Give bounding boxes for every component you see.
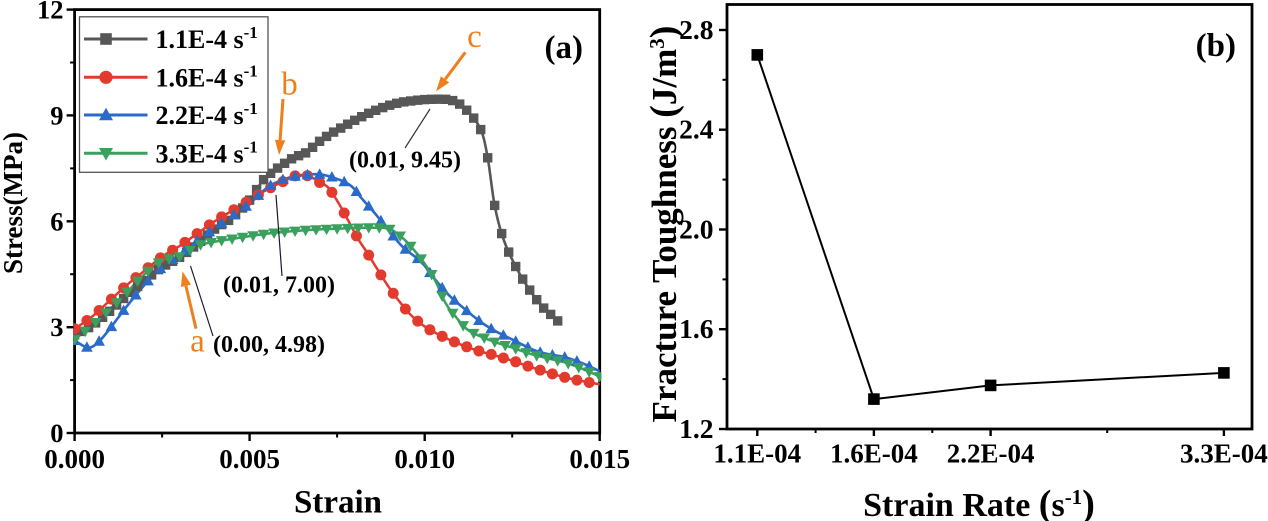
svg-text:Stress(MPa): Stress(MPa) [0, 132, 28, 274]
svg-text:2.2E-4 s-1: 2.2E-4 s-1 [156, 99, 258, 130]
svg-text:1.2: 1.2 [679, 413, 713, 444]
svg-text:c: c [467, 19, 482, 55]
svg-text:1.6E-4 s-1: 1.6E-4 s-1 [156, 61, 258, 92]
svg-text:1.6: 1.6 [679, 313, 713, 344]
svg-text:0.000: 0.000 [44, 444, 105, 474]
svg-text:(0.01, 7.00): (0.01, 7.00) [223, 273, 335, 299]
svg-text:3.3E-4 s-1: 3.3E-4 s-1 [156, 137, 258, 168]
svg-text:Strain: Strain [294, 485, 382, 521]
svg-text:6: 6 [50, 206, 63, 236]
svg-text:0.005: 0.005 [219, 444, 280, 474]
svg-text:a: a [190, 324, 205, 360]
svg-text:12: 12 [37, 0, 64, 25]
svg-text:Fracture Toughness (J/m3): Fracture Toughness (J/m3) [643, 26, 685, 423]
svg-text:(0.01, 9.45): (0.01, 9.45) [349, 148, 461, 174]
svg-text:2.4: 2.4 [679, 114, 714, 145]
svg-text:1.1E-04: 1.1E-04 [713, 439, 801, 469]
svg-text:(a): (a) [545, 30, 583, 66]
svg-text:2.2E-04: 2.2E-04 [947, 439, 1035, 469]
svg-text:(0.00, 4.98): (0.00, 4.98) [213, 332, 325, 358]
svg-text:9: 9 [50, 100, 63, 130]
svg-text:0: 0 [50, 418, 63, 448]
svg-text:2.8: 2.8 [679, 14, 713, 45]
svg-text:0.015: 0.015 [569, 444, 630, 474]
svg-text:(b): (b) [1196, 28, 1236, 64]
svg-text:3.3E-04: 3.3E-04 [1180, 439, 1268, 469]
svg-text:1.6E-04: 1.6E-04 [830, 439, 918, 469]
svg-text:0.010: 0.010 [394, 444, 455, 474]
svg-text:3: 3 [50, 312, 63, 342]
svg-text:2.0: 2.0 [679, 214, 713, 245]
svg-text:b: b [281, 67, 298, 103]
svg-text:Strain Rate (s-1): Strain Rate (s-1) [863, 483, 1095, 521]
svg-text:1.1E-4 s-1: 1.1E-4 s-1 [156, 23, 258, 54]
